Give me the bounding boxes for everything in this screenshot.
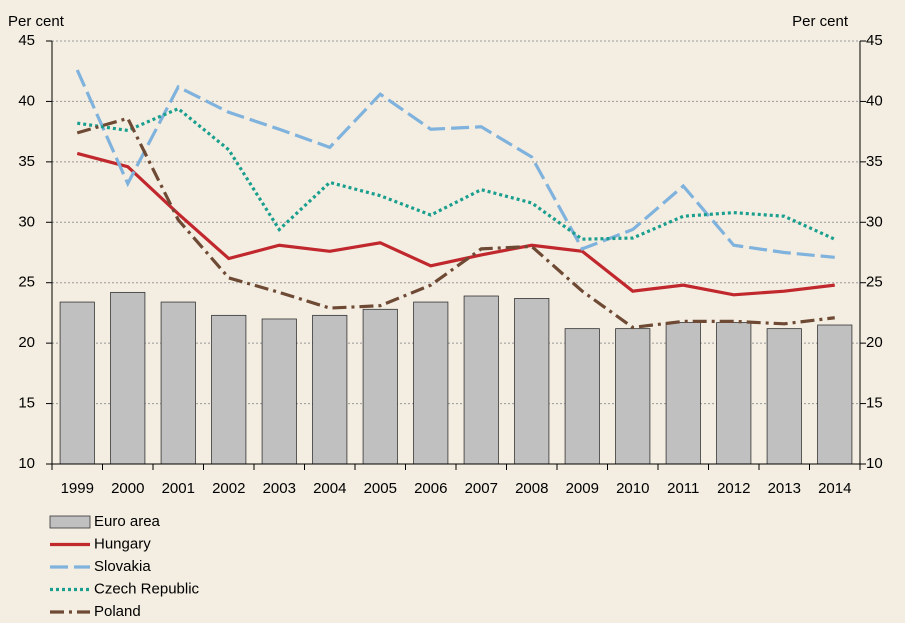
- x-tick-label: 2010: [616, 480, 649, 497]
- x-tick-label: 2005: [364, 480, 397, 497]
- y2-axis-label: Per cent: [792, 13, 849, 30]
- y2-tick-label: 40: [866, 92, 883, 109]
- x-tick-label: 2013: [768, 480, 801, 497]
- y2-tick-label: 30: [866, 213, 883, 230]
- bar: [261, 318, 297, 465]
- legend-swatch: [49, 515, 91, 529]
- bar: [59, 301, 95, 465]
- y-axis-label: Per cent: [8, 13, 65, 30]
- y-tick-label: 10: [18, 455, 35, 472]
- legend-label: Poland: [94, 603, 141, 620]
- x-tick-label: 2007: [465, 480, 498, 497]
- line: [75, 69, 835, 259]
- bar: [463, 295, 499, 465]
- bar: [110, 291, 146, 465]
- x-tick-label: 2004: [313, 480, 346, 497]
- line: [76, 151, 835, 297]
- y-tick-label: 25: [18, 274, 35, 291]
- x-tick-label: 1999: [61, 480, 94, 497]
- y2-tick-label: 35: [866, 153, 883, 170]
- y-tick-label: 35: [18, 153, 35, 170]
- bar: [564, 328, 600, 465]
- x-tick-label: 2014: [818, 480, 851, 497]
- y2-tick-label: 10: [866, 455, 883, 472]
- x-tick-label: 2012: [717, 480, 750, 497]
- y2-tick-label: 15: [866, 395, 883, 412]
- y-tick-label: 20: [18, 334, 35, 351]
- y-tick-label: 15: [18, 395, 35, 412]
- x-tick-label: 2002: [212, 480, 245, 497]
- y-tick-label: 40: [18, 92, 35, 109]
- bar: [817, 324, 853, 465]
- bar: [514, 298, 550, 465]
- bar: [766, 328, 802, 465]
- y2-tick-label: 45: [866, 32, 883, 49]
- x-tick-label: 2008: [515, 480, 548, 497]
- bar: [160, 301, 196, 465]
- legend-label: Czech Republic: [94, 580, 200, 597]
- legend-label: Slovakia: [94, 558, 151, 575]
- x-tick-label: 2006: [414, 480, 447, 497]
- y-tick-label: 45: [18, 32, 35, 49]
- y2-tick-label: 20: [866, 334, 883, 351]
- y2-tick-label: 25: [866, 274, 883, 291]
- x-tick-label: 2009: [566, 480, 599, 497]
- bar: [665, 322, 701, 465]
- bar: [716, 322, 752, 465]
- bar: [312, 314, 348, 465]
- x-tick-label: 2011: [667, 480, 699, 497]
- y-tick-label: 30: [18, 213, 35, 230]
- line: [77, 106, 836, 241]
- bar: [211, 314, 247, 465]
- bar: [362, 308, 398, 465]
- legend-label: Hungary: [94, 535, 151, 552]
- x-tick-label: 2000: [111, 480, 144, 497]
- legend-label: Euro area: [94, 513, 161, 530]
- x-tick-label: 2001: [162, 480, 195, 497]
- bar: [615, 328, 651, 465]
- x-tick-label: 2003: [263, 480, 296, 497]
- bar: [413, 301, 449, 465]
